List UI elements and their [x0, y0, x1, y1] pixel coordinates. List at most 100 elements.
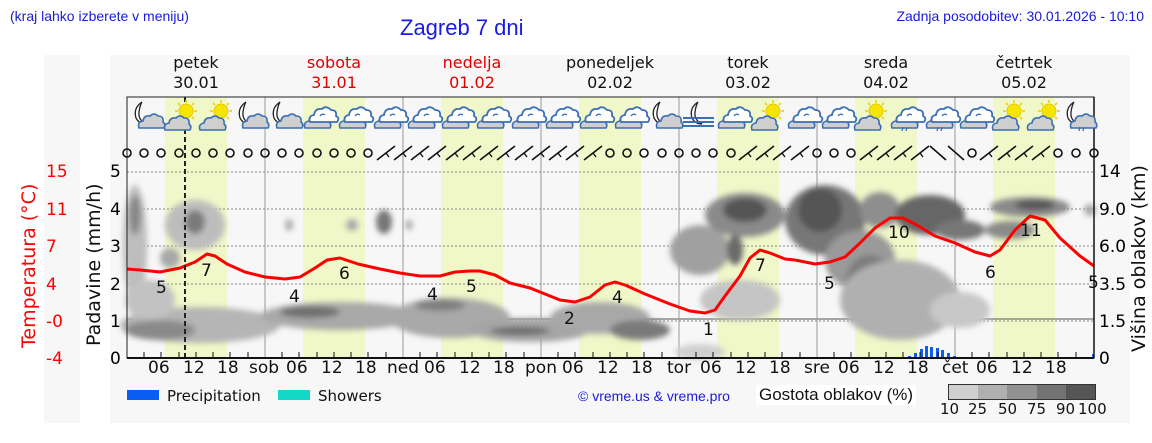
temperature-labels: 57 46 45 24 17 510 611 5: [156, 221, 1099, 340]
x-tick-day: sre: [804, 358, 830, 378]
x-tick: 18: [907, 358, 929, 378]
x-tick-day: sob: [249, 358, 280, 378]
temperature-axis-title: Temperatura (°C): [18, 183, 40, 348]
svg-text:6: 6: [339, 264, 350, 284]
precip-tick-4: 4: [110, 200, 121, 220]
precipitation-label: Precipitation: [167, 387, 261, 405]
copyright-link[interactable]: © vreme.us & vreme.pro: [578, 388, 730, 404]
x-tick: 12: [1011, 358, 1033, 378]
day-header-torek: torek 03.02: [725, 53, 771, 92]
x-tick: 06: [562, 358, 584, 378]
cloud-density-ticks: 10 25 50 75 90 100: [940, 400, 1110, 420]
precip-tick-0: 0: [110, 349, 121, 369]
temp-tick-11: 11: [46, 200, 68, 220]
x-axis-labels: 06 12 18 sob 06 12 18 ned 06 12 18 pon 0…: [127, 358, 1094, 380]
x-tick: 06: [424, 358, 446, 378]
cloud-tick-0: 0: [1099, 349, 1110, 369]
density-swatch-10: [949, 385, 979, 399]
svg-text:11: 11: [1020, 221, 1042, 241]
x-tick: 18: [355, 358, 377, 378]
showers-swatch: [278, 390, 310, 400]
temp-tick-4: 4: [46, 275, 57, 295]
precipitation-swatch: [127, 390, 159, 400]
x-tick-day: čet: [942, 358, 969, 378]
svg-text:4: 4: [427, 285, 438, 305]
day-headers: petek 30.01 sobota 31.01 nedelja 01.02 pone…: [127, 53, 1093, 93]
svg-text:2: 2: [564, 309, 575, 329]
x-tick: 12: [735, 358, 757, 378]
x-tick: 06: [976, 358, 998, 378]
day-header-sreda: sreda 04.02: [863, 53, 909, 92]
x-tick: 18: [769, 358, 791, 378]
cloud-height-axis-title: Višina oblakov (km): [1128, 165, 1150, 352]
svg-text:6: 6: [985, 263, 996, 283]
precip-axis-title: Padavine (mm/h): [83, 183, 105, 346]
day-header-ponedeljek: ponedeljek 02.02: [566, 53, 654, 92]
density-swatch-75: [1036, 385, 1066, 399]
density-tick: 25: [968, 400, 988, 418]
density-tick: 100: [1078, 400, 1107, 418]
x-tick-day: pon: [525, 358, 557, 378]
x-tick: 12: [459, 358, 481, 378]
x-tick: 06: [838, 358, 860, 378]
precip-tick-1: 1: [110, 312, 121, 332]
svg-text:7: 7: [201, 261, 212, 281]
density-tick: 10: [940, 400, 960, 418]
temp-tick-7: 7: [46, 237, 57, 257]
cloud-tick-9: 9.0: [1099, 200, 1127, 220]
svg-text:5: 5: [156, 278, 167, 298]
x-tick: 12: [321, 358, 343, 378]
temperature-line: [126, 214, 1095, 315]
hour-ticks: [143, 352, 1077, 358]
svg-text:5: 5: [824, 274, 835, 294]
density-tick: 90: [1056, 400, 1076, 418]
cloud-tick-14: 14: [1099, 162, 1121, 182]
region-hint: (kraj lahko izberete v meniju): [10, 8, 189, 24]
svg-text:7: 7: [755, 256, 766, 276]
precip-tick-2: 2: [110, 275, 121, 295]
day-header-petek: petek 30.01: [173, 53, 219, 92]
temperature-axis-panel: [44, 55, 80, 423]
x-tick: 18: [493, 358, 515, 378]
page-title: Zagreb 7 dni: [400, 15, 524, 40]
x-tick-day: tor: [667, 358, 692, 378]
temp-tick-m4: -4: [46, 349, 63, 369]
day-header-sobota: sobota 31.01: [306, 53, 362, 92]
day-header-cetrtek: četrtek 05.02: [995, 53, 1053, 92]
x-tick: 18: [217, 358, 239, 378]
last-update: Zadnja posodobitev: 30.01.2026 - 10:10: [896, 8, 1144, 24]
cloud-density-field: [120, 185, 1096, 360]
svg-text:5: 5: [466, 277, 477, 297]
x-tick: 06: [700, 358, 722, 378]
density-tick: 75: [1027, 400, 1047, 418]
temperature-axis: 15 11 7 4 -0 -4: [44, 160, 80, 370]
svg-text:4: 4: [289, 287, 300, 307]
density-tick: 50: [998, 400, 1018, 418]
showers-label: Showers: [318, 387, 382, 405]
cloud-density-scale: [948, 384, 1096, 400]
precip-tick-3: 3: [110, 237, 121, 257]
svg-text:4: 4: [612, 288, 623, 308]
precip-axis: 5 4 3 2 1 0: [108, 160, 126, 370]
cloud-density-title: Gostota oblakov (%): [756, 385, 917, 405]
x-tick: 12: [873, 358, 895, 378]
x-tick-day: ned: [387, 358, 420, 378]
x-tick: 06: [148, 358, 170, 378]
x-tick: 12: [597, 358, 619, 378]
x-tick: 18: [1045, 358, 1067, 378]
x-tick: 18: [631, 358, 653, 378]
temp-tick-0: -0: [46, 312, 63, 332]
x-tick: 12: [183, 358, 205, 378]
svg-text:10: 10: [888, 223, 910, 243]
svg-text:1: 1: [703, 320, 714, 340]
wind-row: [122, 145, 1099, 161]
precip-tick-5: 5: [110, 162, 121, 182]
temp-tick-15: 15: [46, 162, 68, 182]
day-header-nedelja: nedelja 01.02: [442, 53, 502, 92]
density-swatch-90: [1065, 385, 1096, 399]
cloud-tick-6: 6.0: [1099, 237, 1127, 257]
density-swatch-50: [1007, 385, 1037, 399]
density-swatch-25: [978, 385, 1008, 399]
cloud-tick-1-5: 1.5: [1099, 312, 1127, 332]
